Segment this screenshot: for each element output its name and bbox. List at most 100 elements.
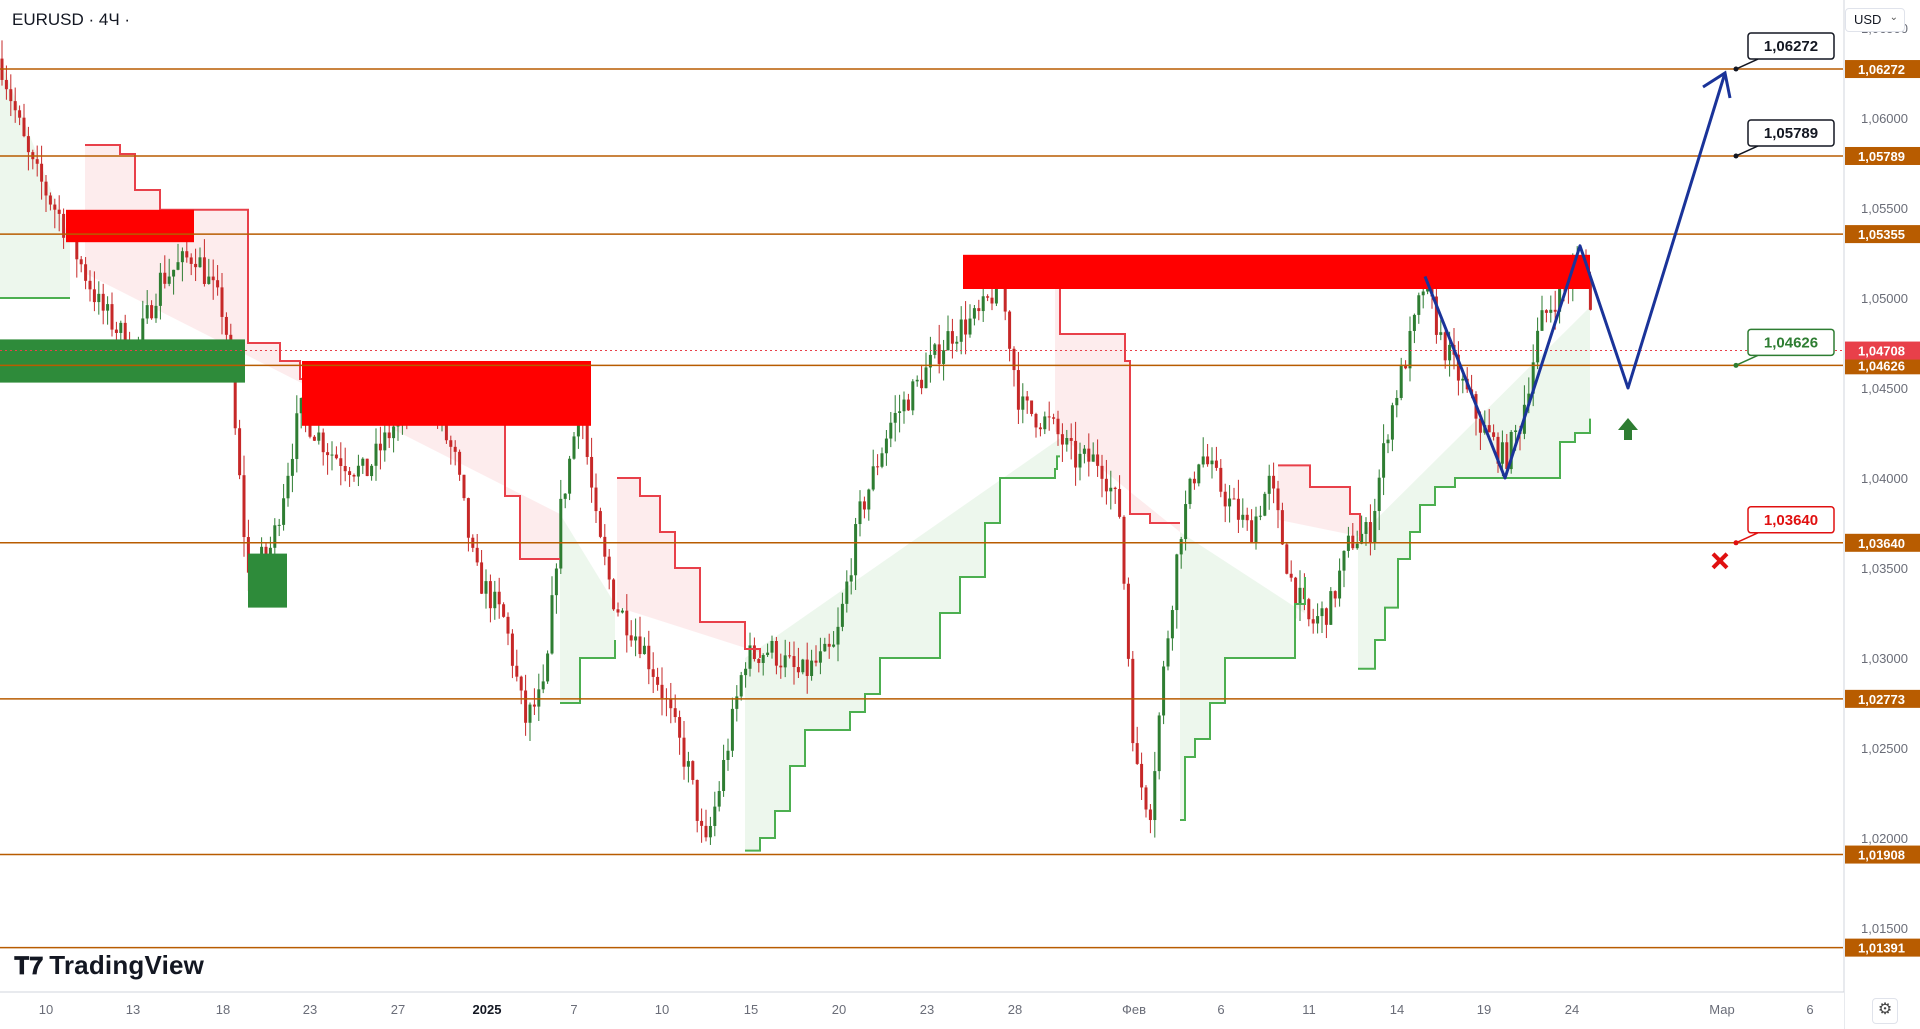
candle-body: [444, 416, 448, 441]
trend-line: [85, 144, 560, 560]
level-tag: [1845, 533, 1920, 552]
candle-body: [1197, 464, 1201, 484]
candle-body: [264, 546, 268, 556]
callout-anchor: [1733, 362, 1739, 368]
callout-label: 1,04626: [1764, 334, 1818, 351]
currency-label: USD: [1854, 12, 1882, 27]
candle-body: [796, 667, 800, 673]
candle-body: [563, 493, 567, 499]
current-price-tag: [1845, 341, 1920, 360]
candle-body: [1087, 448, 1091, 462]
candle-body: [211, 276, 215, 281]
candle-body: [1461, 378, 1465, 381]
candle-body: [312, 436, 316, 441]
candle-body: [1514, 430, 1518, 432]
candle-body: [326, 452, 330, 456]
candle-body: [1536, 330, 1540, 363]
forecast-arrowhead: [1702, 70, 1732, 99]
candle-body: [1505, 442, 1509, 470]
candle-body: [1254, 516, 1258, 542]
gear-icon[interactable]: ⚙: [1872, 998, 1898, 1024]
x-tick-label: 23: [920, 1002, 934, 1017]
candle-body: [1082, 448, 1086, 454]
x-tick-label: 18: [216, 1002, 230, 1017]
candle-body: [158, 272, 162, 306]
tradingview-logo[interactable]: 𝐓𝟕 TradingView: [14, 950, 204, 981]
candle-body: [286, 475, 290, 499]
candle-body: [528, 704, 532, 723]
candle-body: [933, 344, 937, 355]
candle-body: [1148, 809, 1152, 821]
candle-body: [840, 603, 844, 627]
candle-body: [1074, 440, 1078, 468]
candle-body: [1399, 364, 1403, 398]
candle-body: [1153, 771, 1157, 821]
candle-body: [849, 575, 853, 582]
candle-body: [1263, 493, 1267, 516]
current-price-label: 1,04708: [1858, 344, 1905, 359]
candle-body: [277, 524, 281, 526]
candle-body: [739, 675, 743, 697]
candle-body: [172, 269, 176, 277]
candle-body: [1056, 418, 1060, 435]
candle-body: [378, 443, 382, 451]
candle-body: [1157, 715, 1161, 772]
y-tick-label: 1,02500: [1861, 741, 1908, 756]
trend-line: [1055, 279, 1180, 524]
candle-body: [1109, 487, 1113, 492]
candle-body: [1012, 348, 1016, 371]
candle-body: [625, 610, 629, 636]
candle-body: [722, 760, 726, 791]
callout-label: 1,05789: [1764, 125, 1818, 142]
candle-body: [744, 668, 748, 676]
candle-body: [620, 610, 624, 613]
candle-body: [730, 708, 734, 751]
candle-body: [836, 626, 840, 645]
candle-body: [1025, 396, 1029, 401]
candle-body: [466, 498, 470, 538]
candle-body: [1355, 543, 1359, 549]
candle-body: [1166, 638, 1170, 667]
candle-body: [1038, 427, 1042, 430]
candle-body: [598, 511, 602, 537]
x-tick-label: 7: [570, 1002, 577, 1017]
candle-body: [858, 501, 862, 525]
candle-body: [1078, 453, 1082, 468]
candle-body: [915, 379, 919, 382]
candle-body: [1487, 425, 1491, 433]
candle-body: [700, 820, 704, 826]
candle-body: [532, 704, 536, 707]
candle-body: [876, 466, 880, 468]
candle-body: [1245, 514, 1249, 521]
candle-body: [616, 609, 620, 613]
candle-body: [898, 411, 902, 413]
callout-pointer: [1735, 532, 1759, 544]
candle-body: [374, 443, 378, 466]
callout-anchor: [1733, 66, 1739, 72]
x-tick-label: 6: [1217, 1002, 1224, 1017]
level-tag-label: 1,01391: [1858, 941, 1905, 956]
level-tag: [1845, 938, 1920, 957]
currency-select[interactable]: USD ⌄: [1845, 8, 1905, 32]
candle-body: [1122, 516, 1126, 584]
candle-body: [550, 595, 554, 654]
symbol-title[interactable]: EURUSD · 4Ч ·: [12, 10, 131, 29]
candle-body: [268, 547, 272, 556]
candle-body: [880, 453, 884, 467]
candle-body: [154, 305, 158, 319]
candle-body: [713, 806, 717, 826]
candle-body: [321, 432, 325, 453]
candle-body: [352, 474, 356, 477]
candle-body: [75, 233, 79, 260]
candle-body: [458, 451, 462, 475]
candle-body: [1298, 587, 1302, 605]
candle-body: [114, 329, 118, 333]
candle-body: [1179, 539, 1183, 555]
candle-body: [568, 458, 572, 494]
candle-body: [1091, 454, 1095, 462]
candle-body: [1021, 396, 1025, 410]
callouts: 1,06272 1,05789 1,04626 1,03640: [1733, 32, 1835, 546]
candle-body: [603, 536, 607, 557]
trend-fill: [745, 438, 1060, 851]
